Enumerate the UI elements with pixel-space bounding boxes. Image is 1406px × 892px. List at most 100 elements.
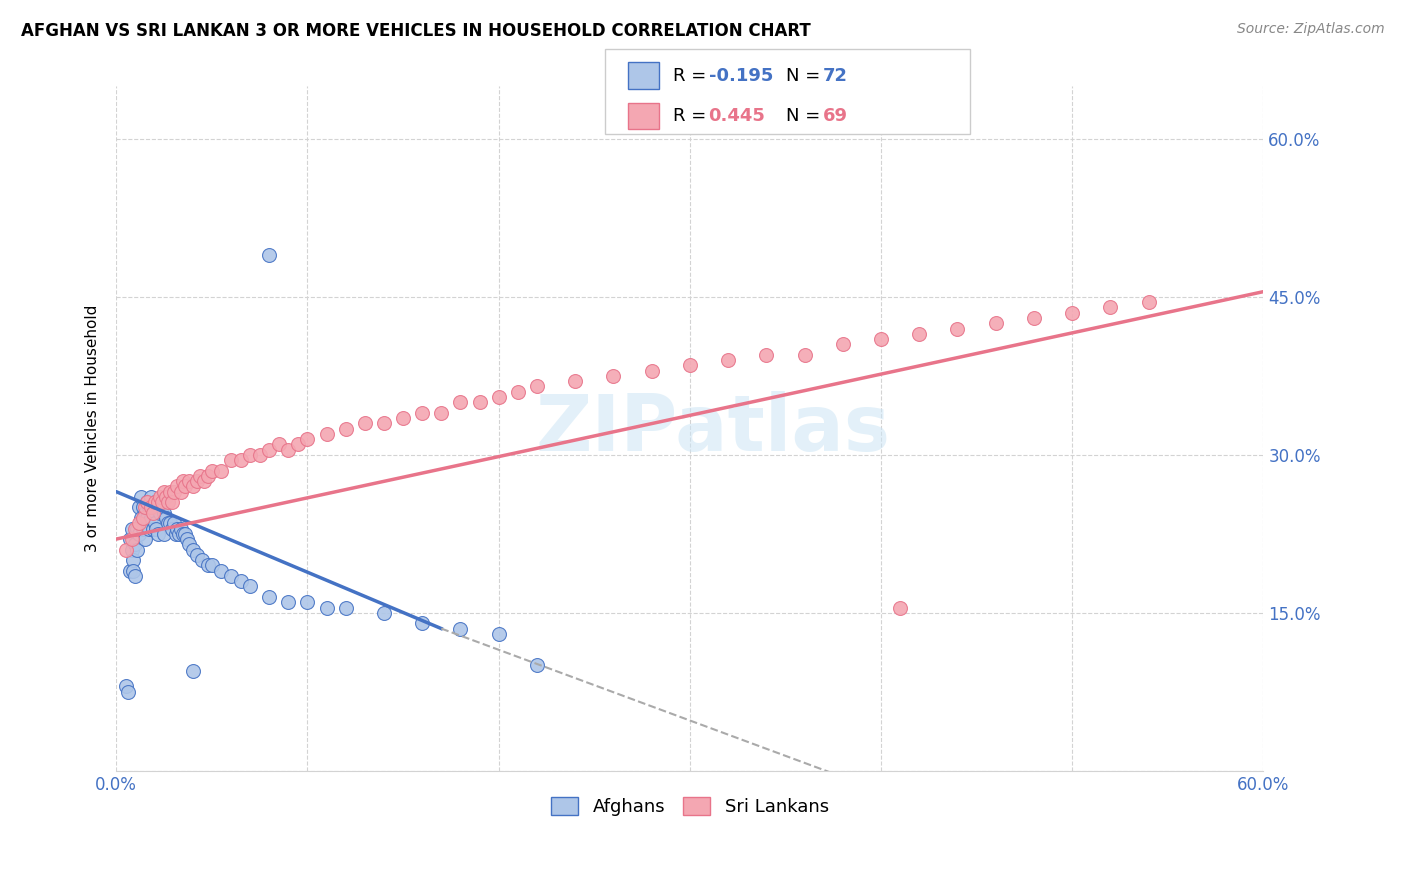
Point — [229, 574, 252, 589]
Point — [121, 542, 143, 557]
Point — [170, 522, 193, 536]
Point — [142, 522, 165, 536]
Point — [392, 411, 415, 425]
Point — [134, 506, 156, 520]
Point — [177, 474, 200, 488]
Text: Source: ZipAtlas.com: Source: ZipAtlas.com — [1237, 22, 1385, 37]
Point — [172, 526, 194, 541]
Point — [148, 500, 170, 515]
Point — [889, 600, 911, 615]
Text: N =: N = — [786, 107, 825, 125]
Point — [201, 464, 224, 478]
Point — [181, 664, 204, 678]
Point — [159, 516, 181, 531]
Point — [169, 526, 191, 541]
Text: R =: R = — [673, 67, 713, 85]
Point — [156, 516, 179, 531]
Point — [127, 542, 149, 557]
Point — [176, 532, 198, 546]
Point — [134, 500, 156, 515]
Point — [114, 542, 136, 557]
Point — [153, 526, 176, 541]
Text: R =: R = — [673, 107, 713, 125]
Point — [287, 437, 309, 451]
Point — [162, 516, 184, 531]
Point — [143, 495, 166, 509]
Point — [449, 395, 471, 409]
Point — [201, 558, 224, 573]
Point — [564, 374, 586, 388]
Text: AFGHAN VS SRI LANKAN 3 OR MORE VEHICLES IN HOUSEHOLD CORRELATION CHART: AFGHAN VS SRI LANKAN 3 OR MORE VEHICLES … — [21, 22, 811, 40]
Point — [229, 453, 252, 467]
Point — [122, 553, 145, 567]
Point — [142, 506, 165, 520]
Point — [128, 500, 150, 515]
Point — [124, 522, 146, 536]
Point — [135, 495, 157, 509]
Point — [602, 368, 624, 383]
Point — [118, 564, 141, 578]
Point — [277, 595, 299, 609]
Point — [166, 522, 188, 536]
Point — [124, 569, 146, 583]
Point — [755, 348, 778, 362]
Point — [170, 484, 193, 499]
Point — [239, 579, 262, 593]
Point — [257, 590, 280, 604]
Point — [297, 595, 319, 609]
Point — [118, 532, 141, 546]
Point — [1137, 295, 1160, 310]
Point — [190, 469, 212, 483]
Point — [219, 453, 242, 467]
Point — [793, 348, 815, 362]
Point — [145, 522, 167, 536]
Point — [138, 500, 160, 515]
Point — [640, 363, 662, 377]
Point — [162, 484, 184, 499]
Point — [257, 248, 280, 262]
Point — [166, 479, 188, 493]
Point — [150, 495, 173, 509]
Point — [908, 326, 931, 341]
Point — [257, 442, 280, 457]
Point — [129, 511, 152, 525]
Point — [315, 426, 337, 441]
Point — [297, 432, 319, 446]
Point — [193, 474, 215, 488]
Legend: Afghans, Sri Lankans: Afghans, Sri Lankans — [544, 789, 837, 823]
Point — [132, 522, 155, 536]
Point — [121, 522, 143, 536]
Point — [679, 359, 702, 373]
Point — [174, 526, 197, 541]
Point — [114, 680, 136, 694]
Point — [468, 395, 491, 409]
Point — [1099, 301, 1122, 315]
Point — [159, 484, 181, 499]
Point — [129, 490, 152, 504]
Point — [209, 564, 232, 578]
Point — [139, 500, 162, 515]
Point — [142, 500, 165, 515]
Point — [145, 500, 167, 515]
Point — [153, 484, 176, 499]
Point — [488, 390, 510, 404]
Point — [177, 537, 200, 551]
Point — [143, 516, 166, 531]
Point — [870, 332, 893, 346]
Point — [277, 442, 299, 457]
Point — [135, 511, 157, 525]
Point — [411, 406, 433, 420]
Point — [148, 495, 170, 509]
Point — [430, 406, 453, 420]
Point — [411, 616, 433, 631]
Text: 72: 72 — [823, 67, 848, 85]
Point — [149, 490, 172, 504]
Point — [1062, 306, 1084, 320]
Point — [353, 417, 375, 431]
Point — [160, 495, 183, 509]
Point — [181, 479, 204, 493]
Point — [156, 495, 179, 509]
Point — [197, 469, 219, 483]
Point — [124, 537, 146, 551]
Point — [149, 506, 172, 520]
